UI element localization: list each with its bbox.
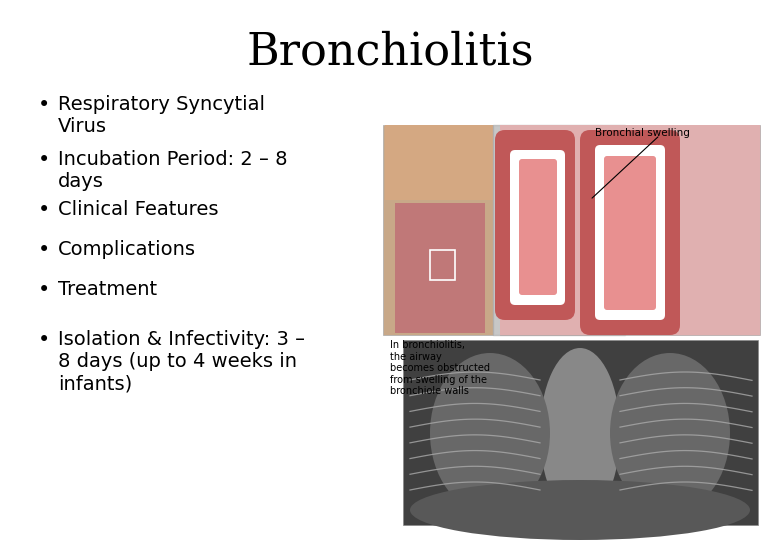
FancyBboxPatch shape <box>495 130 575 320</box>
Polygon shape <box>493 125 625 335</box>
Text: days: days <box>58 172 104 191</box>
Text: Bronchiolitis: Bronchiolitis <box>246 30 534 73</box>
FancyBboxPatch shape <box>604 156 656 310</box>
Bar <box>395 203 485 333</box>
Bar <box>430 250 455 280</box>
FancyBboxPatch shape <box>595 145 665 320</box>
Text: In bronchiolitis,
the airway
becomes obstructed
from swelling of the
bronchiole : In bronchiolitis, the airway becomes obs… <box>390 340 490 396</box>
Text: Incubation Period: 2 – 8: Incubation Period: 2 – 8 <box>58 150 288 169</box>
Text: Respiratory Syncytial: Respiratory Syncytial <box>58 95 265 114</box>
Text: Bronchial swelling: Bronchial swelling <box>595 128 690 138</box>
Text: •: • <box>38 240 50 260</box>
Text: •: • <box>38 150 50 170</box>
Text: infants): infants) <box>58 374 133 393</box>
Text: 8 days (up to 4 weeks in: 8 days (up to 4 weeks in <box>58 352 297 371</box>
Text: Treatment: Treatment <box>58 280 157 299</box>
FancyBboxPatch shape <box>510 150 565 305</box>
Text: Virus: Virus <box>58 117 107 136</box>
Bar <box>385 125 493 200</box>
Bar <box>500 125 760 335</box>
Text: Complications: Complications <box>58 240 196 259</box>
FancyBboxPatch shape <box>580 130 680 335</box>
Bar <box>500 125 760 335</box>
Text: •: • <box>38 280 50 300</box>
Text: Isolation & Infectivity: 3 –: Isolation & Infectivity: 3 – <box>58 330 305 349</box>
Bar <box>383 125 493 335</box>
Ellipse shape <box>410 480 750 540</box>
Ellipse shape <box>610 353 730 513</box>
Text: •: • <box>38 330 50 350</box>
FancyBboxPatch shape <box>519 159 557 295</box>
Text: Clinical Features: Clinical Features <box>58 200 218 219</box>
Bar <box>403 340 758 525</box>
Text: •: • <box>38 200 50 220</box>
Ellipse shape <box>430 353 550 513</box>
Text: •: • <box>38 95 50 115</box>
Ellipse shape <box>540 348 620 518</box>
